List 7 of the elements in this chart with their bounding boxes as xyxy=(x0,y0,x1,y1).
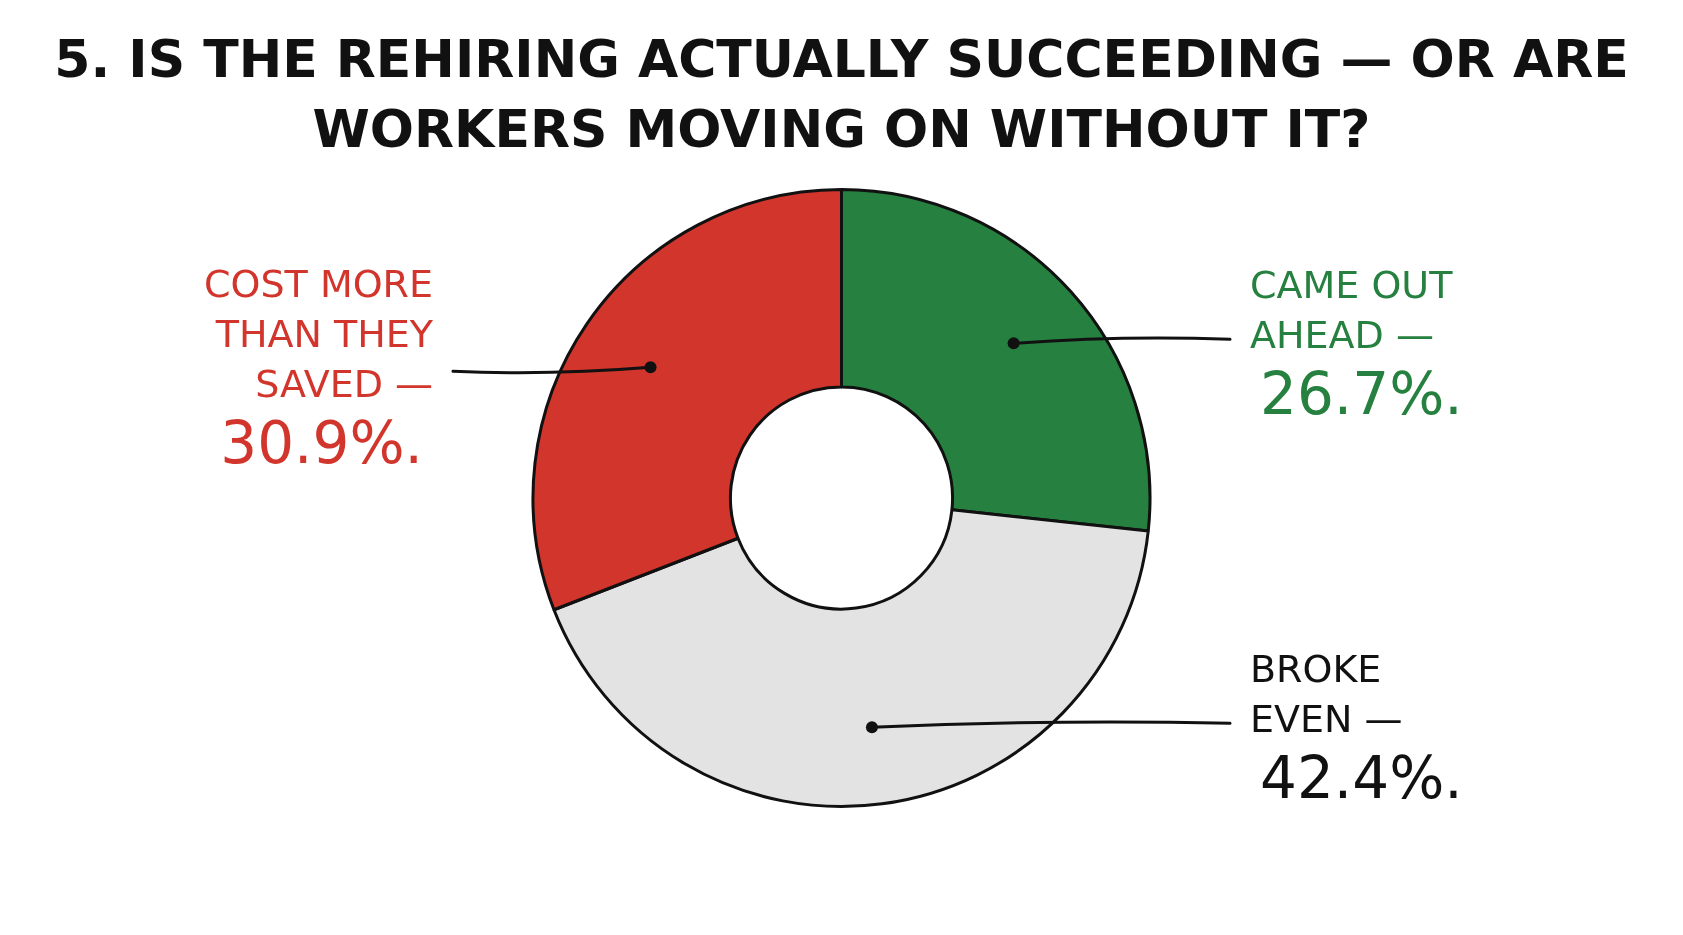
slice-label: BROKE EVEN — xyxy=(1250,647,1403,742)
slice-label: CAME OUT AHEAD — xyxy=(1250,263,1454,358)
slice-label: COST MORE THAN THEY SAVED — xyxy=(204,262,434,407)
data-label: 30.9%. xyxy=(220,409,423,478)
data-label: 42.4%. xyxy=(1260,744,1463,813)
chart-title: 5. IS THE REHIRING ACTUALLY SUCCEEDING — OR ARE WORKERS MOVING ON WITHOUT IT? xyxy=(53,28,1630,161)
data-label: 26.7%. xyxy=(1260,360,1463,429)
